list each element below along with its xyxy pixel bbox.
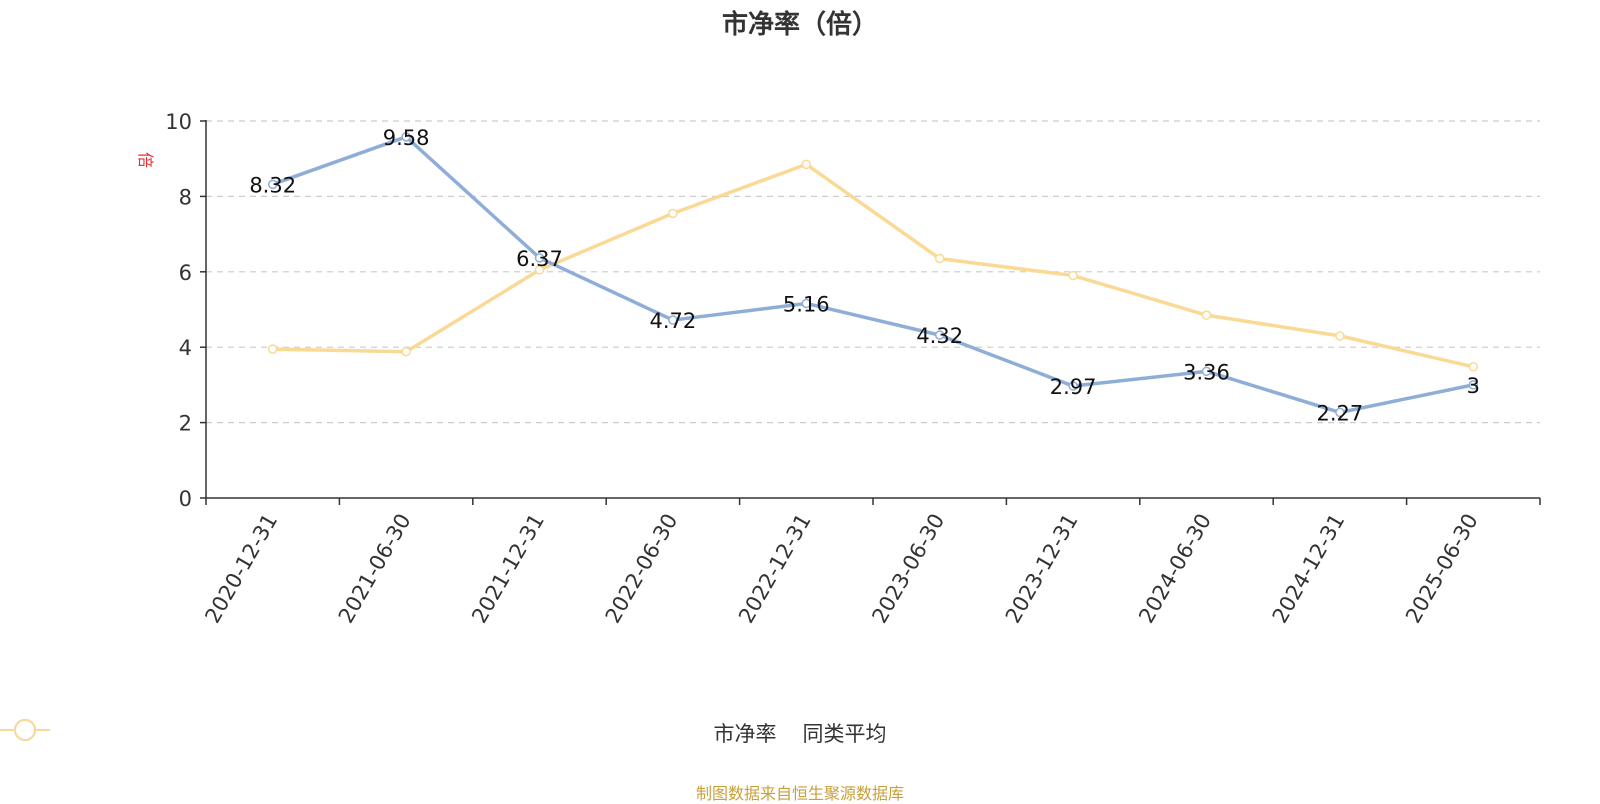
chart-title: 市净率（倍） [721,10,878,40]
data-point-pb [1068,381,1078,391]
data-label-pb: 8.32 [249,173,296,197]
data-point-pb [1201,366,1212,377]
data-point-peer-avg [934,253,945,264]
x-tick-label: 2022-12-31 [734,510,816,628]
data-point-pb [1335,407,1345,418]
x-tick-label: 2023-12-31 [1001,510,1083,628]
data-label-pb: 3 [1467,374,1480,398]
data-point-pb [1468,380,1479,390]
data-label-pb: 6.37 [516,247,563,271]
data-point-pb [668,315,678,325]
data-label-pb: 4.72 [650,309,697,333]
x-tick-label: 2021-06-30 [334,509,416,627]
legend: 市净率 同类平均 [0,718,1600,748]
y-tick-label: 6 [179,261,192,285]
data-label-pb: 5.16 [783,292,830,316]
data-point-pb [934,330,945,340]
data-point-peer-avg [1335,331,1345,341]
legend-peer-avg-line-circle-icon [0,719,50,741]
data-point-pb [401,132,411,142]
legend-item-peer-avg[interactable]: 同类平均 [0,718,887,748]
data-point-peer-avg [1468,362,1479,372]
legend-pb-label: 市净率 [713,722,777,746]
y-tick-label: 4 [179,336,192,360]
x-tick-label: 2025-06-30 [1401,510,1483,628]
data-point-peer-avg [534,265,545,275]
data-label-pb: 2.97 [1050,375,1097,399]
y-tick-label: 8 [179,185,192,209]
source-note: 制图数据来自恒生聚源数据库 [695,784,904,803]
legend-peer-avg-label: 同类平均 [802,722,887,746]
y-tick-label: 2 [179,412,192,436]
y-tick-label: 0 [179,487,192,511]
y-axis-label: 倍 [136,152,155,168]
data-label-pb: 4.32 [916,324,963,348]
data-point-peer-avg [1068,270,1078,281]
data-point-pb [267,179,278,190]
legend-item-pb[interactable]: 市净率 [0,718,777,748]
data-label-pb: 3.36 [1183,360,1230,384]
x-tick-label: 2021-12-31 [467,510,549,628]
y-tick-label: 10 [165,110,192,134]
data-point-peer-avg [267,344,278,354]
data-label-pb: 9.58 [383,126,430,150]
x-tick-label: 2023-06-30 [867,509,949,627]
data-point-peer-avg [1201,310,1212,320]
data-point-pb [801,298,812,309]
series-line-peer-avg [272,162,1474,369]
x-tick-label: 2020-12-31 [200,510,282,628]
x-tick-label: 2024-06-30 [1134,510,1216,628]
data-point-peer-avg [668,208,678,219]
data-point-peer-avg [801,159,812,170]
x-tick-label: 2024-12-31 [1268,510,1350,628]
data-label-pb: 2.27 [1317,401,1364,425]
series-line-pb [272,135,1474,415]
data-point-peer-avg [401,346,411,357]
data-point-pb [534,253,545,263]
x-tick-label: 2022-06-30 [601,510,683,628]
